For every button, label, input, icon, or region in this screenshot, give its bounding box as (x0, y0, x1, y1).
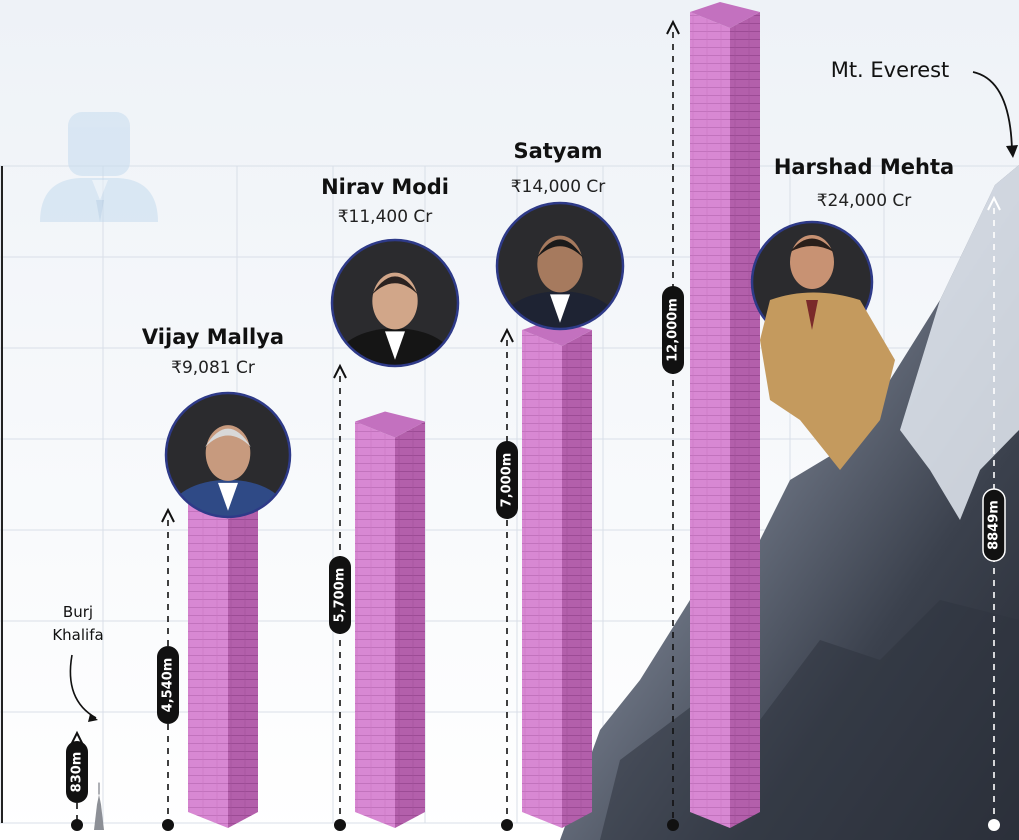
bars-layer (94, 2, 760, 830)
burj-label-line2: Khalifa (52, 626, 103, 644)
height-base-dot (334, 819, 346, 831)
burj-body (94, 794, 104, 830)
value-pill (496, 441, 518, 519)
name-label-vijay-mallya: Vijay Mallya (142, 325, 284, 349)
value-label-3: 7,000m (500, 453, 515, 508)
amount-label-harshad-mehta: ₹24,000 Cr (817, 191, 912, 211)
amount-label-nirav-modi: ₹11,400 Cr (338, 207, 433, 227)
value-pill (662, 286, 684, 374)
height-marker-0: 830m (66, 730, 88, 831)
portrait-figure-face (790, 235, 834, 289)
bar-face-left (355, 421, 395, 828)
bar-face-right (562, 330, 592, 828)
height-marker-4: 12,000m (662, 19, 684, 831)
bar-face-top (355, 411, 425, 438)
portrait-figure-hair (790, 238, 834, 252)
portrait-suit (500, 291, 620, 329)
height-marker-1: 4,540m (157, 507, 179, 831)
portrait-hair (536, 239, 584, 258)
height-arrowhead (70, 730, 84, 746)
bar-2 (355, 411, 425, 828)
portrait-3 (495, 201, 625, 331)
height-marker-5: 8849m (982, 195, 1006, 831)
portrait-hair (205, 428, 251, 447)
bar-face-left (690, 12, 730, 828)
portrait-ring (164, 391, 292, 519)
everest-label: Mt. Everest (831, 58, 950, 82)
portrait-figure-suit (760, 292, 895, 470)
portrait-2 (330, 238, 460, 368)
height-base-dot (162, 819, 174, 831)
height-base-dot (71, 819, 83, 831)
height-arrowhead (161, 507, 175, 523)
height-base-dot (988, 819, 1000, 831)
height-marker-3: 7,000m (496, 327, 518, 831)
height-arrowhead (500, 327, 514, 343)
portrait-face (537, 235, 583, 293)
portrait-suit (335, 328, 455, 366)
bar-face-right (730, 12, 760, 828)
person-silhouette-icon (40, 112, 158, 222)
portrait-shirt (550, 294, 570, 323)
portrait-ring (495, 201, 625, 331)
amount-label-satyam: ₹14,000 Cr (511, 177, 606, 197)
value-pill (66, 741, 88, 803)
value-pill (329, 556, 351, 634)
value-label-5: 8849m (987, 500, 1002, 550)
burj-pointer-arrowhead (88, 714, 98, 722)
value-label-4: 12,000m (666, 298, 681, 362)
mountain-snow (900, 165, 1019, 520)
height-base-dot (501, 819, 513, 831)
everest-pointer-arrowhead (1006, 145, 1018, 158)
portrait-face (205, 425, 251, 481)
height-arrowhead (666, 19, 680, 35)
value-label-2: 5,700m (333, 568, 348, 623)
name-label-harshad-mehta: Harshad Mehta (774, 155, 954, 179)
everest-pointer-arrow (972, 71, 1013, 151)
bar-face-right (228, 503, 258, 828)
height-arrowhead (987, 195, 1001, 211)
height-base-dot (667, 819, 679, 831)
amount-label-vijay-mallya: ₹9,081 Cr (171, 358, 255, 378)
name-label-satyam: Satyam (513, 139, 602, 163)
portrait-suit (169, 479, 287, 517)
portrait-figure-tie (806, 300, 818, 330)
burj-khalifa-tower (94, 782, 104, 830)
portraits-layer (164, 201, 895, 519)
bar-4 (690, 2, 760, 828)
burj-label-line1: Burj (63, 603, 93, 621)
bar-1 (188, 493, 258, 828)
bar-face-left (522, 330, 562, 828)
bar-face-right (395, 421, 425, 828)
height-arrowhead (333, 363, 347, 379)
bar-face-top (690, 2, 760, 28)
bar-face-left (188, 503, 228, 828)
bar-3 (522, 320, 592, 828)
name-label-nirav-modi: Nirav Modi (321, 175, 449, 199)
value-pill (157, 646, 179, 724)
value-label-0: 830m (70, 752, 85, 793)
portrait-1 (164, 391, 292, 519)
height-marker-2: 5,700m (329, 363, 351, 831)
value-pill (982, 488, 1006, 562)
portrait-shirt (385, 331, 405, 360)
portrait-ring (330, 238, 460, 368)
value-label-1: 4,540m (161, 658, 176, 713)
portrait-shirt (218, 482, 238, 511)
portrait-face (372, 272, 418, 330)
portrait-5 (750, 220, 895, 470)
portrait-hair (371, 276, 419, 295)
height-arrows-layer: 830m 4,540m 5,700m 7,000m 12,000m 8849m (66, 19, 1006, 831)
